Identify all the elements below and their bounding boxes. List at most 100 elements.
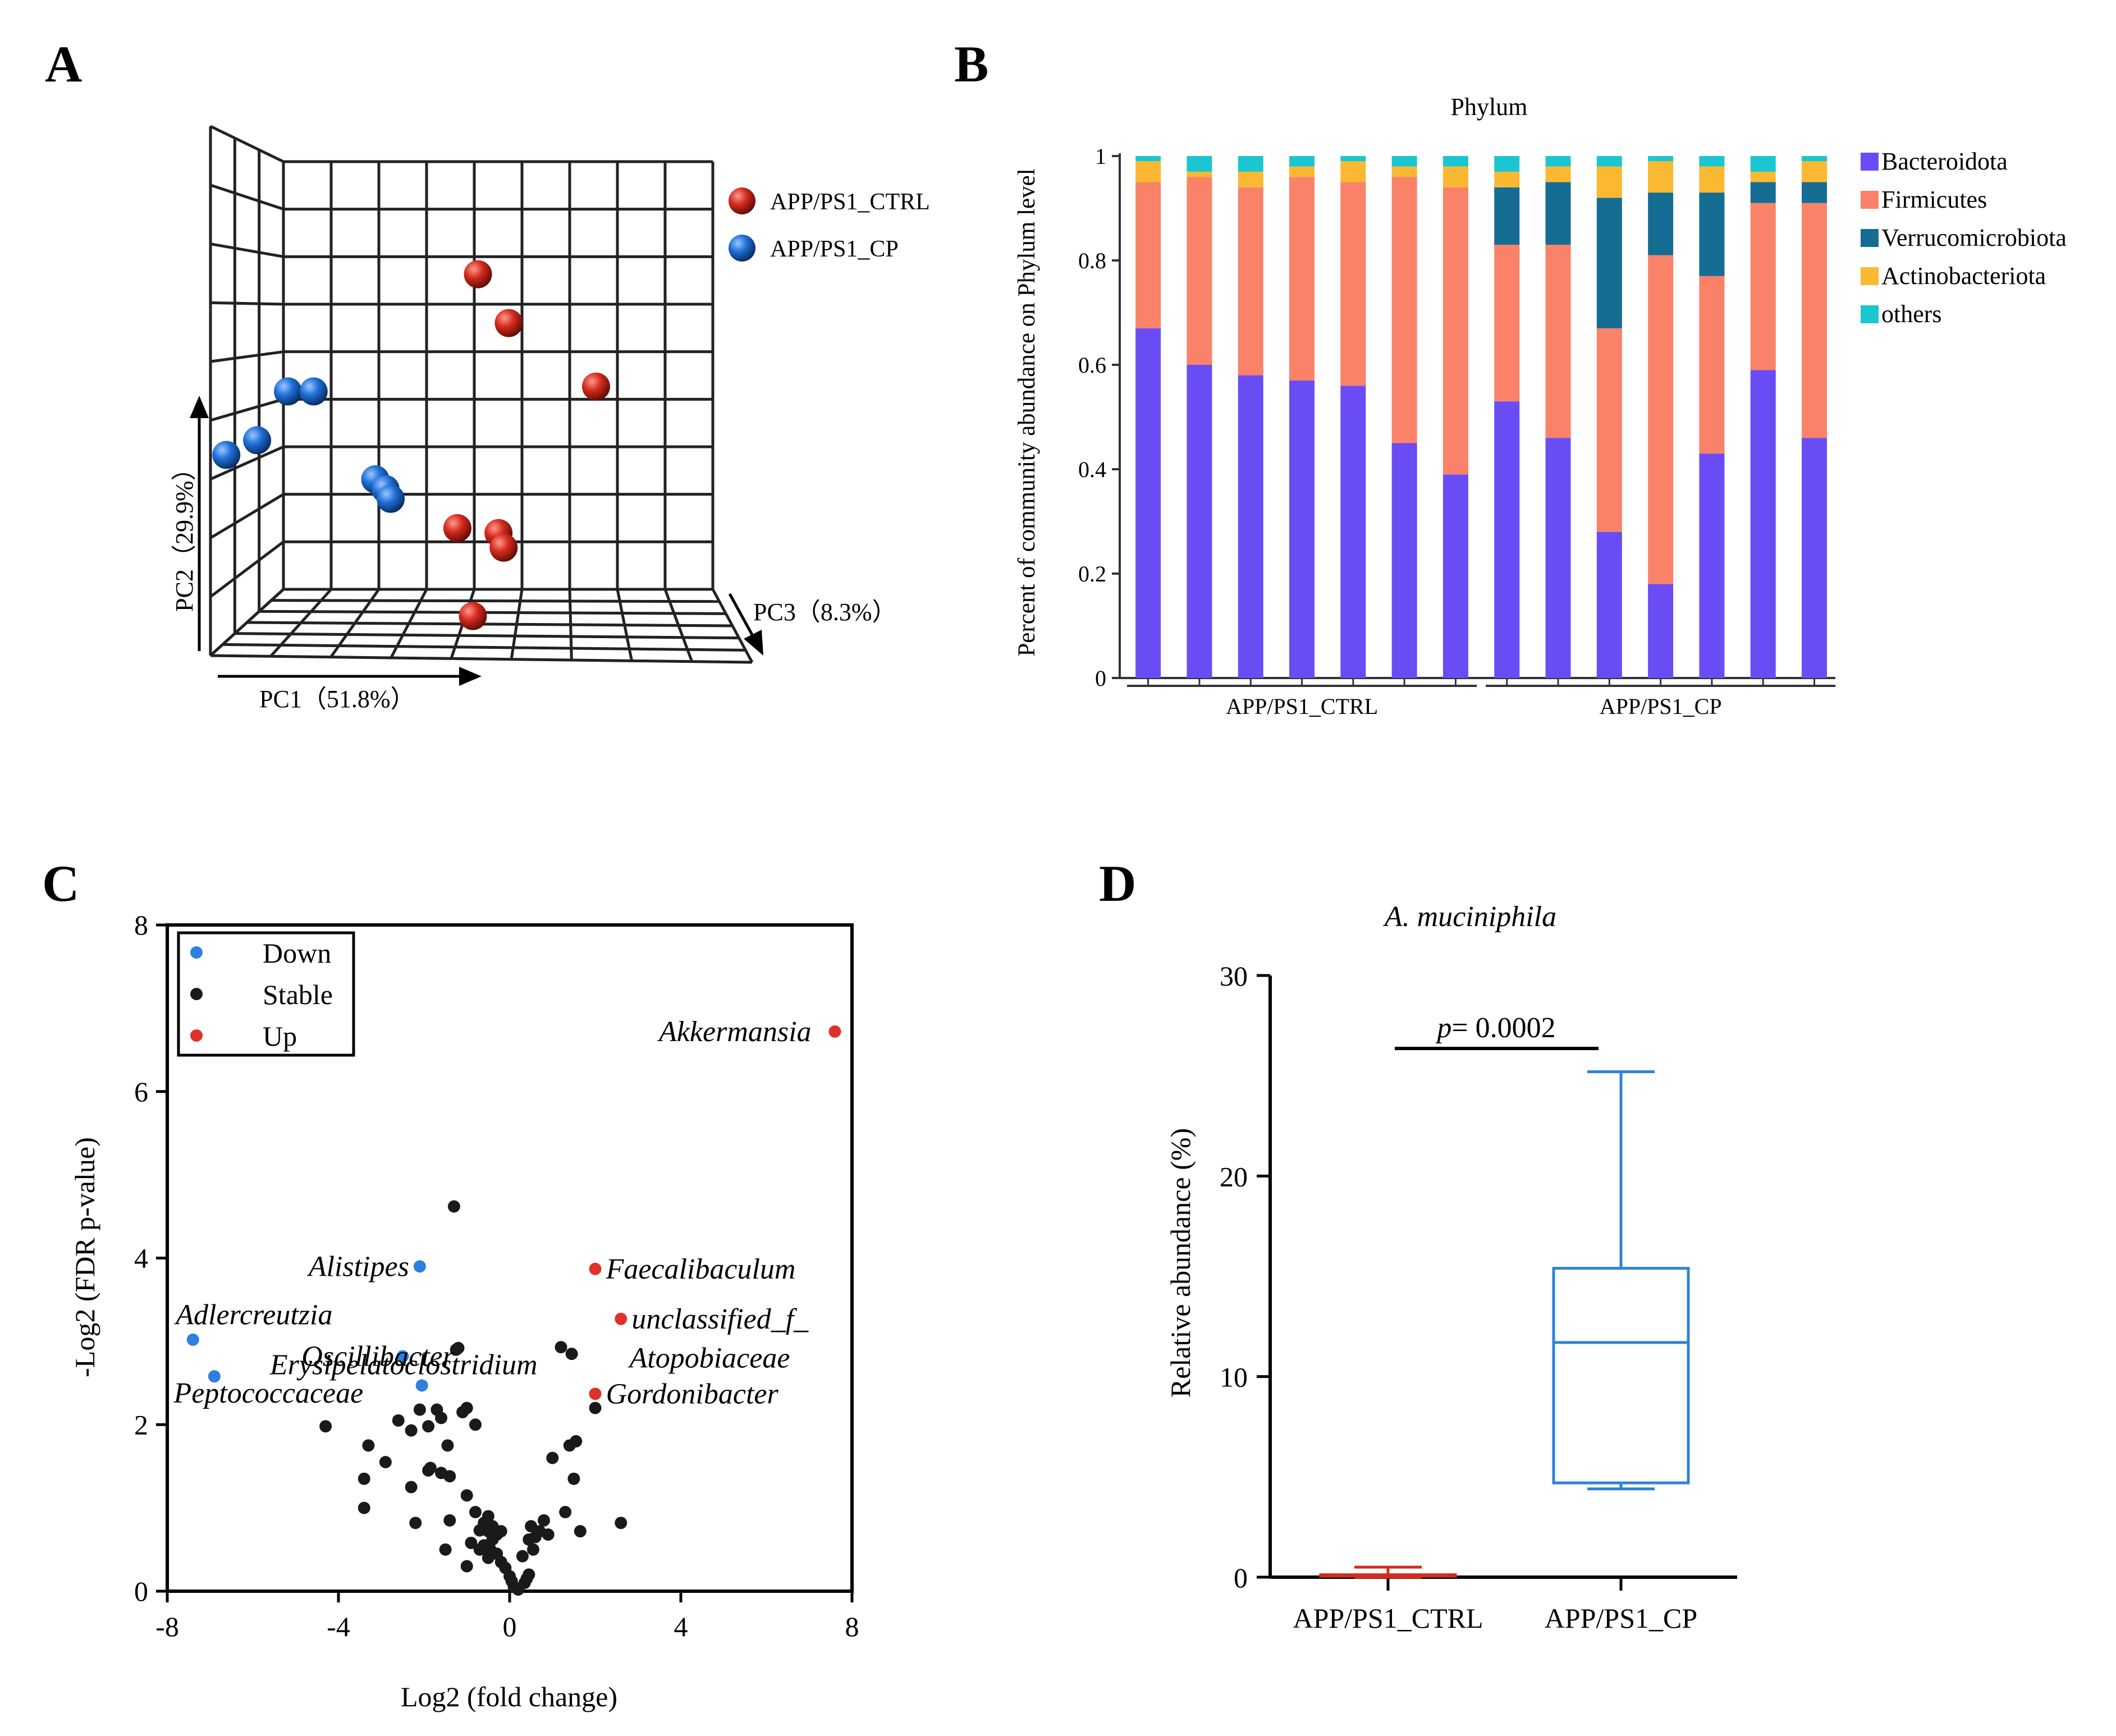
y-tick-label: 2: [134, 1409, 148, 1440]
legend-marker-up: [190, 1029, 203, 1042]
pc3-axis-line: [728, 593, 757, 641]
bar-segment-others: [1289, 156, 1315, 167]
stable-point: [525, 1520, 538, 1533]
legend-marker-stable: [190, 988, 203, 1000]
bar-segment-bacteroidota: [1648, 584, 1674, 678]
bar-segment-firmicutes: [1289, 177, 1315, 381]
x-tick-label-app-ps1-ctrl: APP/PS1_CTRL: [1293, 1602, 1483, 1634]
volcano-point-labels: Alistipes Adlercreutzia OscillibacterErysi…: [173, 1016, 811, 1410]
stable-point: [559, 1506, 572, 1519]
stable-point: [450, 1343, 462, 1356]
grid-line: [259, 610, 726, 615]
down-point: [413, 1260, 426, 1273]
legend-marker-down: [190, 946, 203, 959]
stable-point: [443, 1470, 456, 1483]
stable-point: [441, 1439, 454, 1452]
stable-point: [362, 1439, 375, 1452]
legend-label-verrucomicrobiota: Verrucomicrobiota: [1881, 224, 2067, 251]
legend-swatch-firmicutes: [1861, 191, 1879, 209]
bar-segment-verrucomicrobiota: [1699, 193, 1725, 276]
bar-segment-actinobacteriota: [1545, 166, 1571, 182]
bar-segment-firmicutes: [1648, 255, 1674, 584]
bar-segment-bacteroidota: [1802, 438, 1828, 678]
bar-segment-others: [1545, 156, 1571, 167]
bar-segment-others: [1648, 156, 1674, 162]
grid-line: [209, 445, 285, 480]
legend-box: [177, 931, 355, 1057]
pc3-axis-label: PC3（8.3%）: [753, 598, 896, 626]
grid-line: [210, 184, 284, 211]
point-label-faecalibaculum: Faecalibaculum: [606, 1253, 796, 1285]
y-tick-label: 10: [1220, 1362, 1248, 1393]
legend-marker-ctrl: [729, 187, 755, 214]
bar-segment-verrucomicrobiota: [1802, 182, 1828, 203]
phylum-group-labels: APP/PS1_CTRL APP/PS1_CP: [1127, 685, 1836, 719]
legend-label-up: Up: [263, 1020, 297, 1052]
bar-segment-bacteroidota: [1699, 454, 1725, 678]
stable-point: [482, 1551, 494, 1564]
bar-segment-actinobacteriota: [1135, 161, 1161, 182]
phylum-legend: Bacteroidota Firmicutes Verrucomicrobiota A…: [1861, 148, 2067, 328]
volcano-legend: Down Stable Up: [177, 931, 355, 1057]
stable-point: [469, 1418, 482, 1431]
bar-segment-bacteroidota: [1135, 328, 1161, 678]
pca-points: [212, 260, 610, 630]
stable-point: [422, 1420, 435, 1433]
bar-segment-actinobacteriota: [1442, 166, 1468, 187]
grid-line: [210, 350, 284, 363]
legend-label-bacteroidota: Bacteroidota: [1881, 148, 2008, 175]
x-tick-label-app-ps1-cp: APP/PS1_CP: [1545, 1602, 1697, 1634]
point-label-peptococcaceae: Peptococcaceae: [173, 1377, 363, 1409]
point-label-oscillibacter: Oscillibacter: [301, 1341, 454, 1373]
stable-point: [555, 1341, 567, 1354]
down-point: [396, 1350, 409, 1363]
phylum-y-axis-label: Percent of community abundance on Phylum…: [1014, 168, 1040, 656]
bar-segment-bacteroidota: [1391, 443, 1417, 678]
box-plot-title: A. muciniphila: [1383, 901, 1556, 933]
point-label-gordonibacter: Gordonibacter: [606, 1378, 779, 1410]
stable-point: [526, 1543, 539, 1556]
group-label-app-ps1-cp: APP/PS1_CP: [1600, 694, 1722, 719]
volcano-x-axis-label: Log2 (fold change): [401, 1681, 617, 1712]
point-label-alistipes: Alistipes: [307, 1251, 409, 1282]
x-tick-label: -4: [327, 1611, 350, 1642]
legend-label-firmicutes: Firmicutes: [1881, 186, 1987, 213]
bar-segment-actinobacteriota: [1187, 171, 1212, 177]
pca-point-app-ps1-cp: [299, 377, 328, 406]
bar-segment-firmicutes: [1750, 203, 1776, 370]
point-label-akkermansia: Akkermansia: [657, 1016, 811, 1048]
stable-point: [542, 1528, 555, 1541]
bar-segment-others: [1340, 156, 1366, 162]
up-point: [589, 1262, 602, 1275]
p-value-number: = 0.0002: [1451, 1012, 1555, 1044]
y-tick-label: 6: [134, 1076, 148, 1107]
pca-legend: APP/PS1_CTRL APP/PS1_CP: [729, 187, 930, 262]
stable-point: [379, 1456, 392, 1469]
legend-label-ctrl: APP/PS1_CTRL: [770, 189, 930, 215]
stable-point: [443, 1514, 456, 1527]
bar-segment-actinobacteriota: [1648, 161, 1674, 193]
grid-line: [209, 493, 285, 539]
pca-point-app-ps1-cp: [212, 441, 241, 469]
legend-label-actinobacteriota: Actinobacteriota: [1881, 262, 2046, 290]
bar-segment-bacteroidota: [1750, 370, 1776, 678]
up-point: [828, 1025, 841, 1038]
bar-segment-firmicutes: [1340, 182, 1366, 386]
legend-swatch-bacteroidota: [1861, 153, 1879, 171]
bar-segment-firmicutes: [1442, 187, 1468, 475]
bar-segment-bacteroidota: [1187, 365, 1212, 678]
stable-point: [319, 1420, 332, 1433]
y-tick-label: 0: [1234, 1562, 1248, 1593]
bar-segment-actinobacteriota: [1340, 161, 1366, 182]
significance-annotation: p= 0.0002: [1395, 1012, 1599, 1050]
stable-point: [460, 1560, 473, 1573]
box-plot-axes: 0 10 20 30 APP/PS1_CTRL APP/PS1_CP: [1220, 960, 1737, 1634]
legend-label-cp: APP/PS1_CP: [770, 236, 899, 262]
bar-segment-verrucomicrobiota: [1750, 182, 1776, 203]
stable-point: [473, 1524, 486, 1537]
bar-segment-others: [1391, 156, 1417, 167]
volcano-plot: -8 -4 0 4 8 0 2 4 6 8 Alistipes Adlercreutzia Oscil…: [69, 909, 859, 1712]
bar-segment-actinobacteriota: [1750, 171, 1776, 182]
bar-segment-bacteroidota: [1289, 380, 1315, 678]
